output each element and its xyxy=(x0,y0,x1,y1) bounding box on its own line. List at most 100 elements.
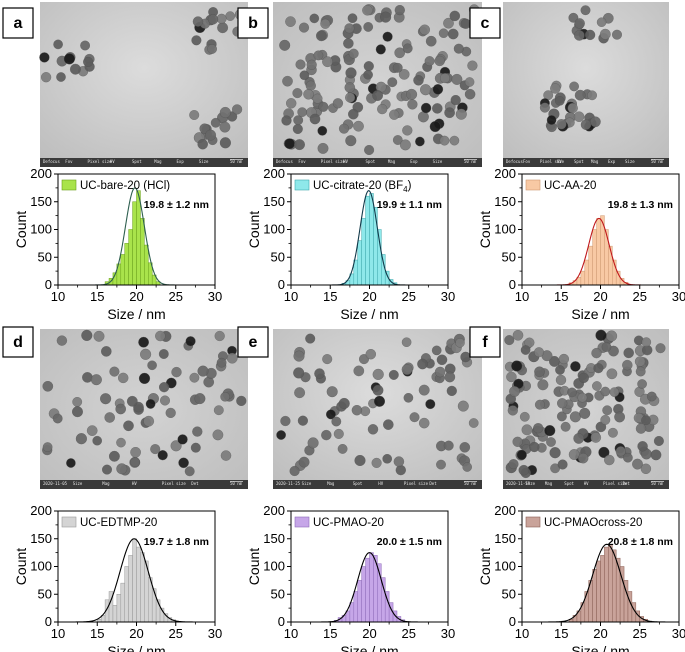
nanoparticle xyxy=(295,59,306,70)
histogram-c: 10 15 20 25 30 0 50 100 150 200 Size / nm Count UC-A… xyxy=(477,166,685,322)
nanoparticle xyxy=(214,330,225,342)
nanoparticle xyxy=(307,437,319,449)
nanoparticle xyxy=(197,138,208,150)
info-field: Pixel size xyxy=(88,159,113,164)
nanoparticle xyxy=(459,442,471,453)
y-tick-label: 100 xyxy=(494,222,516,237)
panel-letter-box xyxy=(237,7,269,39)
nanoparticle xyxy=(544,425,556,437)
nanoparticle xyxy=(418,417,430,429)
y-tick-label: 150 xyxy=(30,194,52,209)
nanoparticle xyxy=(518,464,530,476)
x-tick-label: 25 xyxy=(633,289,647,304)
panel-letter: c xyxy=(481,15,490,32)
nanoparticle xyxy=(507,405,518,416)
nanoparticle xyxy=(590,432,602,443)
panel-letter: d xyxy=(13,334,23,351)
nanoparticle xyxy=(569,411,581,423)
info-field: Fov xyxy=(65,159,73,164)
histogram-bar xyxy=(128,555,133,623)
nanoparticle xyxy=(413,75,424,86)
y-tick-label: 50 xyxy=(502,586,516,601)
nanoparticle xyxy=(449,135,460,146)
nanoparticle xyxy=(219,106,231,119)
nanoparticle xyxy=(354,454,366,466)
nanoparticle xyxy=(637,379,647,389)
nanoparticle xyxy=(512,436,523,447)
nanoparticle xyxy=(550,83,561,94)
histogram-bar xyxy=(132,538,137,623)
nanoparticle xyxy=(568,449,580,460)
x-tick-label: 30 xyxy=(441,626,455,641)
legend-swatch xyxy=(525,516,541,528)
tem-image: 2020-11-25 Size Mag Spot HV Pixel size Det 50 n… xyxy=(273,329,482,489)
nanoparticle xyxy=(351,405,363,416)
y-tick-label: 150 xyxy=(263,531,285,546)
histogram-bar xyxy=(604,546,609,623)
nanoparticle xyxy=(612,29,622,40)
legend-swatch xyxy=(61,179,77,191)
nanoparticle xyxy=(508,459,519,470)
nanoparticle xyxy=(578,453,589,464)
nanoparticle xyxy=(159,382,170,393)
nanoparticle xyxy=(318,101,329,112)
x-tick-label: 10 xyxy=(51,626,65,641)
histogram-bar xyxy=(600,555,605,623)
nanoparticle xyxy=(365,349,376,360)
legend-label: UC-EDTMP-20 xyxy=(80,517,157,529)
histogram-bar xyxy=(116,594,122,623)
nanoparticle xyxy=(425,399,436,410)
nanoparticle xyxy=(637,441,648,452)
nanoparticle xyxy=(165,407,176,418)
nanoparticle xyxy=(623,452,633,463)
nanoparticle xyxy=(556,119,567,130)
tem-info-bar: 2020-11-25 Size Mag Spot HV Pixel size Det 50 n… xyxy=(273,480,482,489)
info-field: Defocus xyxy=(43,159,60,164)
nanoparticle xyxy=(192,426,203,437)
nanoparticle xyxy=(556,411,567,422)
nanoparticle xyxy=(140,348,152,360)
legend-label-paren: ) xyxy=(408,180,412,192)
nanoparticle xyxy=(509,386,520,397)
nanoparticle xyxy=(591,347,602,359)
info-field: HV xyxy=(584,481,589,486)
y-tick-label: 100 xyxy=(494,559,516,574)
nanoparticle xyxy=(326,386,338,398)
nanoparticle xyxy=(534,399,545,410)
legend-label: UC-citrate-20 (BF4) xyxy=(313,180,412,194)
nanoparticle xyxy=(115,403,126,415)
nanoparticle xyxy=(225,11,235,21)
nanoparticle xyxy=(407,99,418,110)
info-field: Det xyxy=(429,481,437,486)
nanoparticle xyxy=(309,13,320,24)
nanoparticle xyxy=(504,335,515,346)
histogram-f: 10 15 20 25 30 0 50 100 150 200 Size / nm Count UC-P… xyxy=(477,503,685,652)
legend-label-text: UC-PMAO-20 xyxy=(313,517,384,529)
info-field: Size xyxy=(73,481,83,486)
nanoparticle xyxy=(520,345,531,355)
nanoparticle xyxy=(573,111,585,122)
x-tick-label: 20 xyxy=(593,289,607,304)
nanoparticle xyxy=(184,466,195,477)
nanoparticle xyxy=(401,364,413,375)
nanoparticle xyxy=(82,372,93,383)
info-field: Pixel size xyxy=(540,159,565,164)
nanoparticle xyxy=(219,137,231,149)
nanoparticle xyxy=(577,392,588,403)
legend-label-text: UC-EDTMP-20 xyxy=(80,517,157,529)
nanoparticle xyxy=(364,144,375,155)
nanoparticle xyxy=(299,70,310,81)
nanoparticle xyxy=(42,380,54,392)
legend: UC-PMAO-20 xyxy=(294,516,384,529)
y-axis-label: Count xyxy=(246,548,262,585)
nanoparticle xyxy=(387,77,398,88)
nanoparticle xyxy=(377,104,388,115)
nanoparticle xyxy=(467,60,478,71)
info-bar-bg xyxy=(273,480,482,489)
nanoparticle xyxy=(557,459,568,470)
y-tick-label: 200 xyxy=(30,503,52,518)
